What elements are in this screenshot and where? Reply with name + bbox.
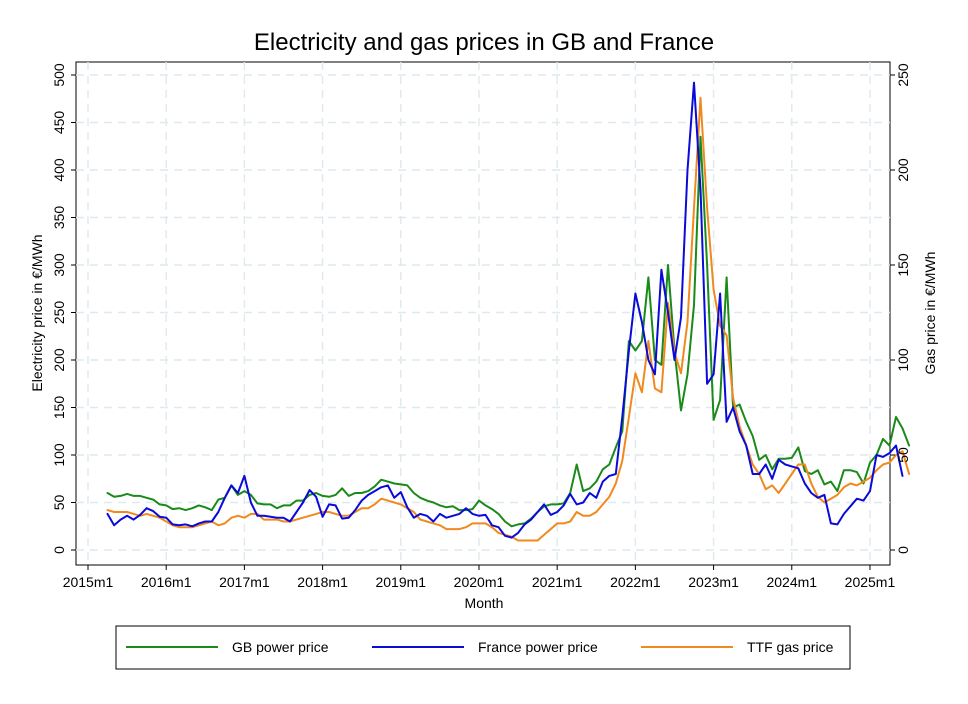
grid [76,62,890,565]
x-tick-label: 2025m1 [845,574,896,590]
legend-items: GB power price France power price TTF gas … [126,639,834,655]
series-line-france-power-price [106,81,904,539]
y-tick-label: 0 [51,546,67,554]
y-tick-label: 450 [51,111,67,135]
y-tick-label: 150 [51,396,67,420]
y-tick-label: 350 [51,206,67,230]
y2-tick-label: 250 [895,63,911,87]
x-tick-label: 2022m1 [610,574,661,590]
y2-tick-label: 50 [895,447,911,463]
y-tick-label: 300 [51,253,67,277]
x-tick-label: 2021m1 [532,574,583,590]
x-tick-label: 2024m1 [766,574,817,590]
y-axis-title-left: Electricity price in €/MWh [29,234,45,391]
y-tick-label: 200 [51,348,67,372]
chart-title: Electricity and gas prices in GB and Fra… [254,29,714,56]
y2-tick-label: 200 [895,158,911,182]
series-lines [106,81,911,542]
series-line-gb-power-price [106,135,911,528]
legend-label: TTF gas price [747,639,834,655]
x-tick-label: 2015m1 [63,574,114,590]
y2-tick-label: 0 [895,546,911,554]
x-axis-title: Month [465,595,504,611]
y2-tick-label: 100 [895,348,911,372]
legend-label: GB power price [232,639,329,655]
x-tick-label: 2017m1 [219,574,270,590]
y-tick-label: 50 [51,495,67,511]
y-tick-label: 250 [51,301,67,325]
y-axis-title-right: Gas price in €/MWh [922,252,938,375]
plot-area [75,61,891,566]
x-tick-label: 2016m1 [141,574,192,590]
y-tick-label: 400 [51,158,67,182]
y-tick-label: 500 [51,63,67,87]
x-tick-label: 2019m1 [375,574,426,590]
y-tick-label: 100 [51,443,67,467]
y2-tick-label: 150 [895,253,911,277]
x-tick-label: 2018m1 [297,574,348,590]
x-tick-label: 2023m1 [688,574,739,590]
x-tick-label: 2020m1 [454,574,505,590]
legend-label: France power price [478,639,598,655]
legend: GB power price France power price TTF gas … [115,625,851,670]
axes: 0 50 100 150 200 250 300 350 400 450 500 0 50 100 150 2… [51,63,911,590]
